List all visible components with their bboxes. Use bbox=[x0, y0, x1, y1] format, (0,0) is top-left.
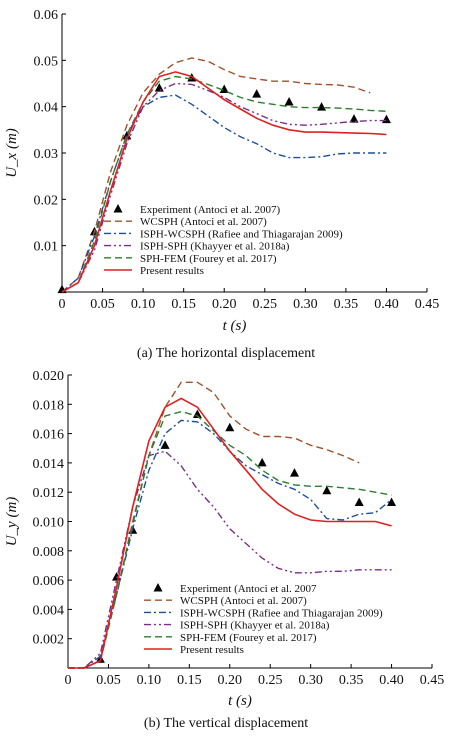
y-tick-label: 0.04 bbox=[34, 101, 59, 116]
legend-label: Experiment (Antoci et al. 2007 bbox=[180, 583, 317, 595]
y-tick-label: 0.006 bbox=[33, 574, 65, 589]
data-point bbox=[192, 409, 202, 419]
data-point bbox=[257, 457, 267, 467]
x-axis-title: t (s) bbox=[223, 318, 247, 334]
x-tick-label: 0.15 bbox=[177, 673, 202, 688]
legend-label: SPH-FEM (Fourey et al. 2017) bbox=[140, 253, 277, 265]
x-tick-label: 0.30 bbox=[293, 297, 318, 312]
legend-label: ISPH-WCSPH (Rafiee and Thiagarajan 2009) bbox=[140, 228, 343, 240]
legend-label: Present results bbox=[140, 265, 204, 277]
chart-caption: (b) The vertical displacement bbox=[144, 716, 308, 731]
x-tick-label: 0.40 bbox=[379, 673, 404, 688]
x-tick-label: 0.05 bbox=[96, 673, 121, 688]
series-line bbox=[61, 57, 371, 293]
data-point bbox=[284, 97, 294, 106]
y-tick-label: 0.03 bbox=[34, 147, 59, 162]
series-line bbox=[61, 71, 387, 293]
series-line bbox=[61, 94, 387, 293]
data-point bbox=[317, 102, 327, 111]
chart-panel-1: 0 0.05 0.10 0.15 0.20 0.25 0.30 0.35 0.40 0.45 0.0… bbox=[4, 8, 439, 361]
legend-marker bbox=[153, 583, 163, 592]
chart-caption: (a) The horizontal displacement bbox=[137, 346, 315, 361]
x-tick-label: 0.10 bbox=[131, 297, 156, 312]
data-point bbox=[160, 440, 170, 449]
x-tick-label: 0.25 bbox=[258, 673, 283, 688]
legend-label: ISPH-WCSPH (Rafiee and Thiagarajan 2009) bbox=[180, 607, 383, 619]
series-line bbox=[68, 397, 392, 669]
x-tick-label: 0.35 bbox=[334, 297, 359, 312]
data-point bbox=[387, 497, 397, 506]
x-tick-label: 0 bbox=[59, 297, 66, 312]
x-tick-label: 0.20 bbox=[218, 673, 243, 688]
x-tick-label: 0.10 bbox=[137, 673, 162, 688]
data-point bbox=[225, 422, 235, 432]
x-tick-label: 0.45 bbox=[420, 673, 445, 688]
legend-label: WCSPH (Antoci et al. 2007) bbox=[180, 595, 307, 607]
y-tick-label: 0.010 bbox=[33, 516, 65, 531]
x-tick-label: 0.40 bbox=[374, 297, 399, 312]
data-point bbox=[252, 89, 262, 98]
series-line bbox=[61, 82, 387, 293]
x-tick-label: 0.45 bbox=[415, 297, 440, 312]
x-tick-label: 0.35 bbox=[339, 673, 364, 688]
y-axis-title: U_y (m) bbox=[4, 497, 20, 547]
y-tick-label: 0.05 bbox=[34, 54, 59, 69]
y-tick-label: 0.016 bbox=[33, 428, 65, 443]
legend-label: ISPH-SPH (Khayyer et al. 2018a) bbox=[140, 241, 290, 253]
data-point bbox=[322, 485, 332, 495]
series-line bbox=[68, 450, 392, 669]
y-tick-label: 0.02 bbox=[34, 193, 59, 208]
legend-label: Experiment (Antoci et al. 2007) bbox=[140, 204, 281, 216]
y-tick-label: 0.01 bbox=[34, 240, 59, 255]
legend-label: ISPH-SPH (Khayyer et al. 2018a) bbox=[180, 620, 330, 632]
y-tick-label: 0.012 bbox=[33, 486, 65, 501]
y-tick-label: 0.018 bbox=[33, 398, 65, 413]
data-point bbox=[219, 84, 229, 94]
data-point bbox=[381, 114, 391, 124]
data-point bbox=[289, 468, 299, 477]
chart-panel-2: 0 0.05 0.10 0.15 0.20 0.25 0.30 0.35 0.40 0.45 0.0… bbox=[4, 369, 444, 731]
legend-label: WCSPH (Antoci et al. 2007) bbox=[140, 216, 267, 228]
data-point bbox=[122, 130, 132, 140]
y-tick-label: 0.06 bbox=[34, 8, 59, 23]
data-point bbox=[154, 83, 164, 92]
y-tick-label: 0.014 bbox=[33, 457, 65, 472]
y-tick-label: 0.004 bbox=[33, 603, 65, 618]
x-tick-label: 0.05 bbox=[90, 297, 115, 312]
legend-label: Present results bbox=[180, 644, 244, 656]
y-tick-label: 0.002 bbox=[33, 633, 65, 648]
legend-marker bbox=[113, 204, 123, 213]
series-line bbox=[68, 410, 392, 669]
data-point bbox=[349, 114, 359, 123]
legend-label: SPH-FEM (Fourey et al. 2017) bbox=[180, 632, 317, 644]
x-axis-title: t (s) bbox=[228, 693, 252, 709]
x-tick-label: 0.15 bbox=[171, 297, 196, 312]
x-tick-label: 0.30 bbox=[298, 673, 323, 688]
data-point bbox=[354, 497, 364, 506]
y-tick-label: 0.008 bbox=[33, 545, 65, 560]
legend: Experiment (Antoci et al. 2007)WCSPH (An… bbox=[104, 204, 343, 277]
x-tick-label: 0.25 bbox=[253, 297, 278, 312]
x-tick-label: 0 bbox=[65, 673, 72, 688]
x-tick-label: 0.20 bbox=[212, 297, 237, 312]
y-tick-label: 0.020 bbox=[33, 369, 65, 384]
y-axis-title: U_x (m) bbox=[4, 128, 20, 178]
